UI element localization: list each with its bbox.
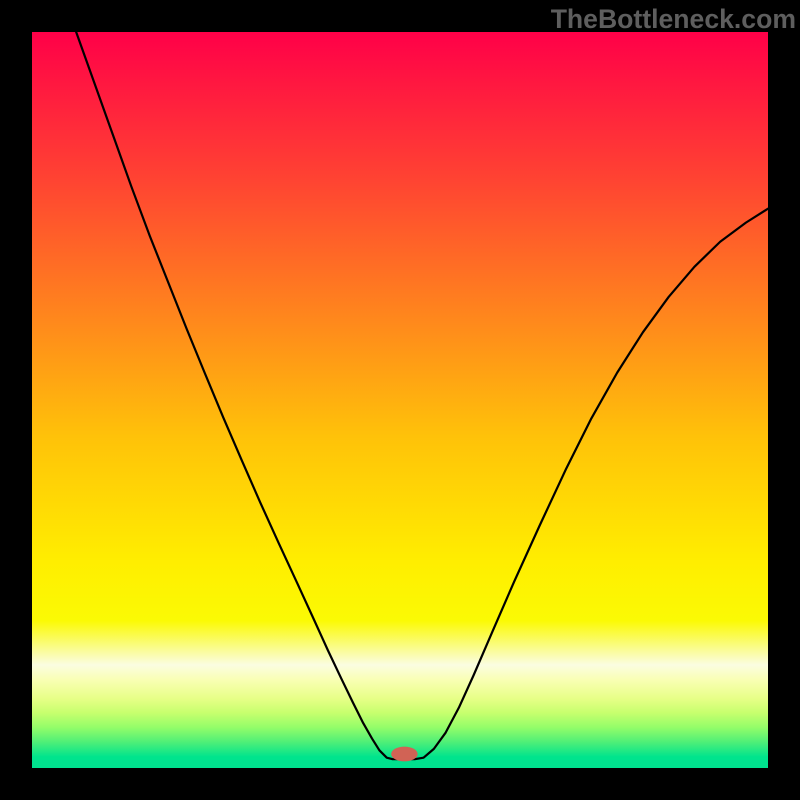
- gradient-background: [32, 32, 768, 768]
- chart-frame: TheBottleneck.com: [0, 0, 800, 800]
- watermark-text: TheBottleneck.com: [551, 4, 796, 35]
- minimum-marker: [391, 747, 417, 762]
- plot-area: [32, 32, 768, 768]
